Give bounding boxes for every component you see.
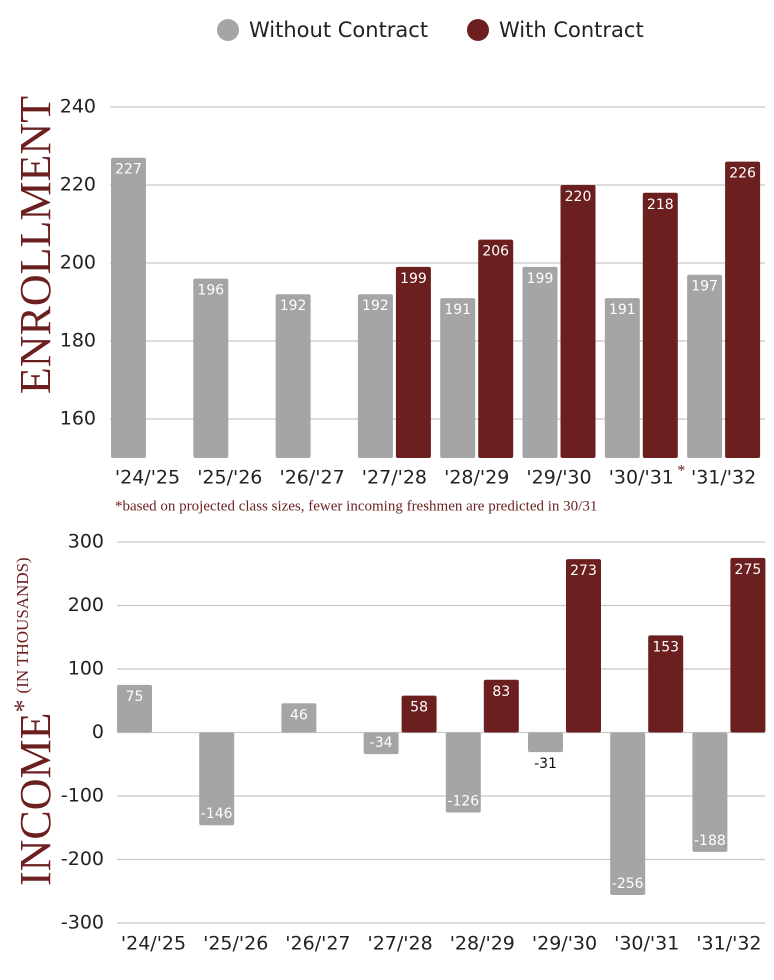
value-label: 192 xyxy=(280,298,307,314)
legend-label: Without Contract xyxy=(249,18,428,42)
y-tick-label: 300 xyxy=(68,531,104,553)
bar xyxy=(440,298,476,458)
y-tick-label: -300 xyxy=(61,912,104,934)
value-label: 227 xyxy=(115,162,142,178)
value-label: 58 xyxy=(410,700,428,716)
value-label: 83 xyxy=(492,684,510,700)
footnote: *based on projected class sizes, fewer i… xyxy=(115,498,597,514)
bar xyxy=(395,266,431,458)
bar xyxy=(445,732,481,813)
bar xyxy=(357,294,393,458)
bar xyxy=(687,274,723,458)
value-label: 191 xyxy=(444,302,471,318)
y-tick-label: 0 xyxy=(92,721,104,743)
x-tick-label: '28/'29 xyxy=(444,467,509,489)
bar xyxy=(566,559,601,733)
y-tick-label: 240 xyxy=(60,96,96,118)
y-tick-label: -100 xyxy=(61,785,104,807)
bar xyxy=(401,695,437,733)
bar xyxy=(478,239,514,458)
x-tick-label: '28/'29 xyxy=(450,933,515,955)
bar xyxy=(193,278,229,458)
bar xyxy=(560,185,596,458)
y-tick-label: 100 xyxy=(68,658,104,680)
bar xyxy=(642,192,678,459)
bar xyxy=(528,732,563,753)
value-label: 197 xyxy=(691,279,718,295)
legend: Without Contract With Contract xyxy=(217,18,644,42)
bar xyxy=(111,157,146,458)
value-label: 206 xyxy=(482,244,509,260)
bar xyxy=(692,732,728,852)
bar xyxy=(522,266,558,458)
legend-swatch xyxy=(217,19,239,41)
bar xyxy=(483,679,519,733)
x-tick-label: '31/'32 xyxy=(696,933,761,955)
x-tick-label: '27/'28 xyxy=(367,933,432,955)
value-label: -31 xyxy=(534,756,557,772)
y-axis-label-main: INCOME xyxy=(11,712,60,886)
value-label: -126 xyxy=(447,794,479,810)
value-label: -146 xyxy=(201,806,233,822)
x-tick-label: '30/'31 xyxy=(614,933,679,955)
y-tick-label: 220 xyxy=(60,174,96,196)
value-label: 199 xyxy=(400,271,427,287)
y-axis-label: INCOME* (IN THOUSANDS) xyxy=(9,557,60,886)
y-tick-label: 200 xyxy=(60,252,96,274)
bar xyxy=(281,703,317,733)
x-tick-label: '24/'25 xyxy=(115,467,180,489)
x-tick-label: '29/'30 xyxy=(532,933,597,955)
x-tick-label: '25/'26 xyxy=(203,933,268,955)
bar xyxy=(725,161,761,458)
value-label: 220 xyxy=(565,189,592,205)
y-tick-label: 160 xyxy=(60,408,96,430)
x-tick-label: '25/'26 xyxy=(197,467,262,489)
value-label: 199 xyxy=(527,271,554,287)
bar xyxy=(648,635,684,733)
value-label: -256 xyxy=(612,876,644,892)
value-label: 192 xyxy=(362,298,389,314)
bar xyxy=(199,732,235,826)
bar xyxy=(604,298,640,458)
value-label: 191 xyxy=(609,302,636,318)
value-label: 218 xyxy=(647,197,674,213)
x-tick-label: '30/'31 xyxy=(609,467,674,489)
y-axis-label: ENROLLMENT xyxy=(11,96,60,394)
y-axis-label-mark: * xyxy=(9,699,38,712)
x-tick-label: '24/'25 xyxy=(121,933,186,955)
value-label: 75 xyxy=(126,689,144,705)
value-label: 275 xyxy=(735,562,762,578)
legend-label: With Contract xyxy=(499,18,644,42)
y-tick-label: -200 xyxy=(61,848,104,870)
value-label: 153 xyxy=(652,639,679,655)
y-tick-label: 180 xyxy=(60,330,96,352)
value-label: -34 xyxy=(370,735,393,751)
value-label: 46 xyxy=(290,707,308,723)
value-label: -188 xyxy=(694,833,726,849)
legend-swatch xyxy=(467,19,489,41)
y-tick-label: 200 xyxy=(68,594,104,616)
x-tick-label: '26/'27 xyxy=(285,933,350,955)
category-note: * xyxy=(677,463,685,480)
x-tick-label: '29/'30 xyxy=(526,467,591,489)
bar xyxy=(610,732,646,896)
bar xyxy=(275,294,311,458)
value-label: 273 xyxy=(570,563,597,579)
x-tick-label: '26/'27 xyxy=(279,467,344,489)
bar xyxy=(363,732,399,755)
bar xyxy=(730,557,766,733)
x-tick-label: '27/'28 xyxy=(362,467,427,489)
bar xyxy=(117,684,152,733)
value-label: 196 xyxy=(197,283,224,299)
value-label: 226 xyxy=(729,166,756,182)
x-tick-label: '31/'32 xyxy=(691,467,756,489)
y-axis-label-unit: (IN THOUSANDS) xyxy=(13,557,32,693)
